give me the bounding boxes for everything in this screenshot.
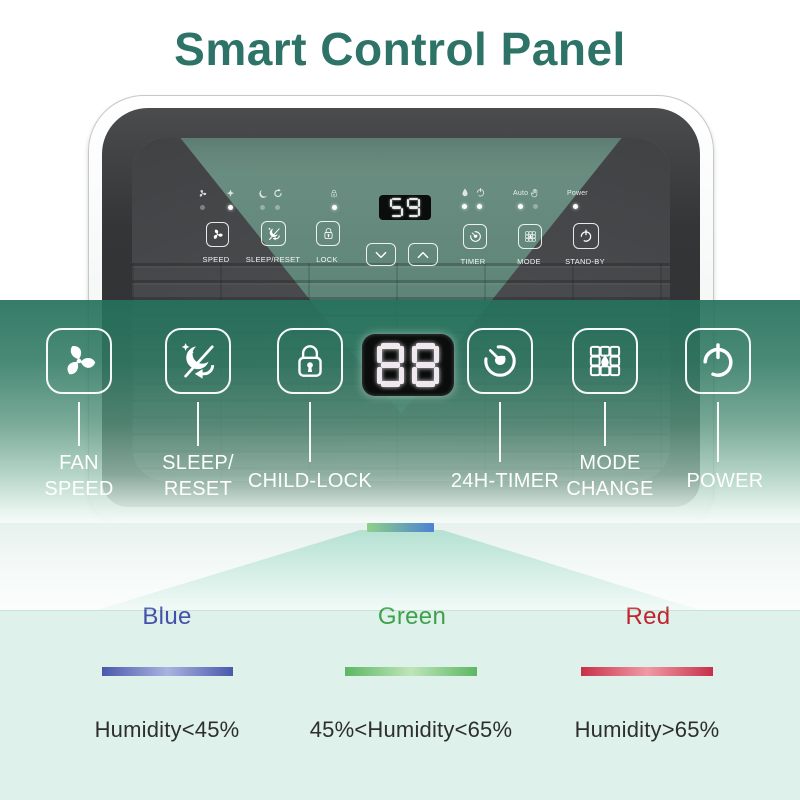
child-lock-connector	[309, 402, 311, 462]
humidity-color-legend: Blue Green Red Humidity<45% 45%<Humidity…	[0, 603, 800, 800]
humidity-indicator-bar	[367, 523, 434, 532]
seven-segment-digit	[390, 198, 403, 217]
mode-change-label: MODE CHANGE	[566, 452, 654, 500]
power-label: POWER	[686, 470, 764, 492]
speed-button	[206, 222, 229, 247]
lock-button	[316, 221, 340, 246]
fan-speed-label: FAN SPEED	[44, 452, 114, 500]
printed-controls: Auto Power SPEED	[89, 96, 713, 524]
power-callout-icon	[685, 328, 751, 394]
legend-range-blue: Humidity<45%	[94, 717, 240, 742]
speed-button-label: SPEED	[202, 255, 230, 264]
hand-led	[533, 204, 538, 209]
timer-connector	[499, 402, 501, 462]
fan-speed-connector	[78, 402, 80, 446]
star-led	[228, 205, 233, 210]
sleep-reset-callout-icon	[165, 328, 231, 394]
reset-led	[275, 205, 280, 210]
legend-bar-red	[581, 667, 713, 676]
power-mode-led	[477, 204, 482, 209]
humidity-display-small	[379, 195, 431, 220]
mode-connector	[604, 402, 606, 446]
standby-button-label: STAND-BY	[565, 257, 605, 266]
drop-led	[462, 204, 467, 209]
legend-bar-blue	[102, 667, 233, 676]
mode-button-label: MODE	[517, 257, 541, 266]
seven-segment-digit	[377, 343, 404, 387]
auto-led	[518, 204, 523, 209]
legend-range-green: 45%<Humidity<65%	[309, 717, 513, 742]
mode-callout-icon	[572, 328, 638, 394]
page-title: Smart Control Panel	[174, 23, 626, 75]
lock-led	[332, 205, 337, 210]
timer-button	[463, 224, 487, 249]
sleep-reset-connector	[197, 402, 199, 446]
timer-label: 24H-TIMER	[450, 470, 560, 492]
lock-button-label: LOCK	[316, 255, 338, 264]
timer-callout-icon	[467, 328, 533, 394]
mode-button	[518, 224, 542, 249]
auto-status-label: Auto	[513, 190, 529, 197]
timer-button-label: TIMER	[460, 257, 486, 266]
power-led-label: Power	[567, 190, 588, 197]
sleep-reset-button-label: SLEEP/RESET	[245, 255, 301, 264]
fan-speed-callout-icon	[46, 328, 112, 394]
legend-bar-green	[345, 667, 477, 676]
seven-segment-digit	[412, 343, 439, 387]
decrease-button	[366, 243, 396, 266]
child-lock-label: CHILD-LOCK	[247, 470, 373, 492]
child-lock-callout-icon	[277, 328, 343, 394]
standby-button	[573, 223, 599, 249]
sleep-led	[260, 205, 265, 210]
sleep-reset-label: SLEEP/ RESET	[162, 452, 234, 500]
seven-segment-digit	[407, 198, 420, 217]
power-led	[573, 204, 578, 209]
legend-range-red: Humidity>65%	[574, 717, 720, 742]
fan-led	[200, 205, 205, 210]
sleep-reset-button	[261, 221, 286, 246]
increase-button	[408, 243, 438, 266]
humidity-display-large	[362, 334, 454, 396]
power-connector	[717, 402, 719, 462]
